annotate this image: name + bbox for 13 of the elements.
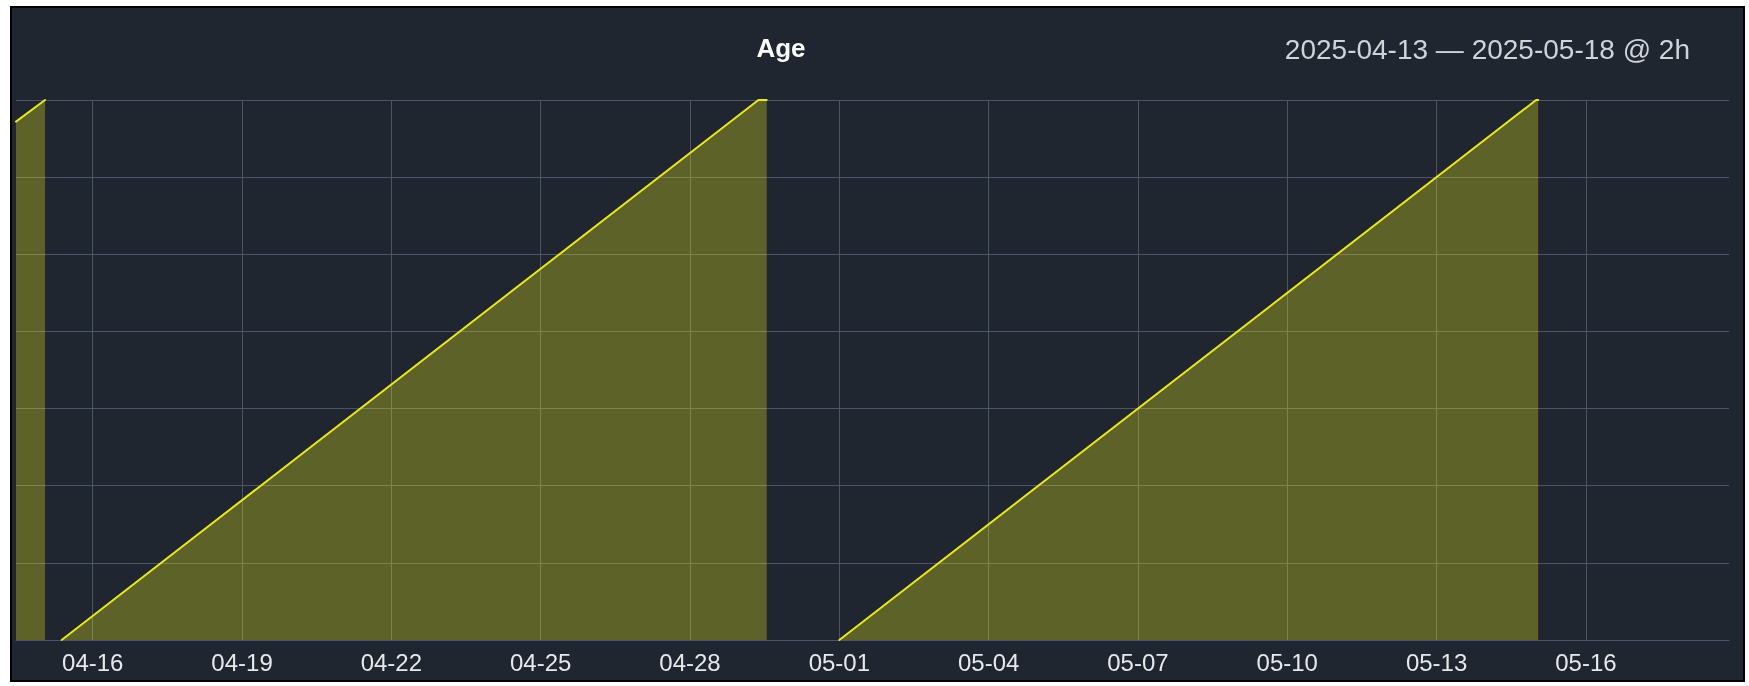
x-tick-label: 04-22 [360,648,423,676]
x-tick-label: 04-19 [211,648,273,676]
chart-subtitle: 2025-04-13 — 2025-05-18 @ 2h [1284,33,1690,65]
x-tick-label: 05-07 [1107,648,1169,676]
x-tick-label: 05-01 [808,648,871,676]
x-tick-label: 04-28 [659,648,721,676]
chart-title: Age [756,33,806,63]
x-tick-label: 04-25 [509,648,572,676]
x-tick-label: 04-16 [62,648,124,676]
x-tick-label: 05-16 [1555,648,1617,676]
x-tick-label: 05-10 [1256,648,1318,676]
x-tick-label: 05-04 [957,648,1020,676]
x-tick-label: 05-13 [1405,648,1468,676]
